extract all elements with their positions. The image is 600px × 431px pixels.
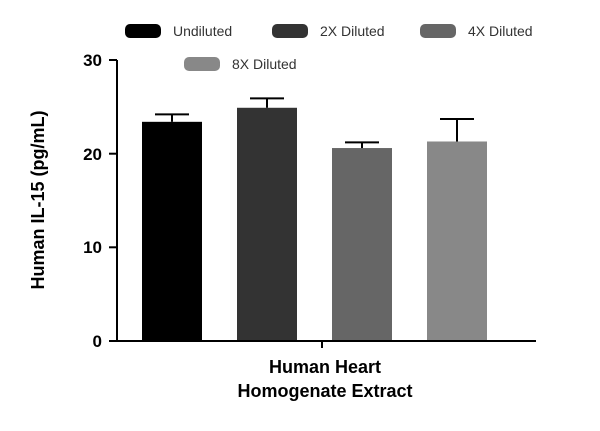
legend-item-2x-diluted: 2X Diluted: [272, 23, 385, 39]
y-axis-title: Human IL-15 (pg/mL): [28, 110, 48, 289]
legend-swatch-undiluted: [125, 24, 161, 38]
legend-item-undiluted: Undiluted: [125, 23, 232, 39]
bars: [142, 107, 487, 342]
x-axis: Human Heart Homogenate Extract: [116, 340, 536, 401]
legend: Undiluted 2X Diluted 4X Diluted 8X Dilut…: [125, 23, 533, 72]
legend-swatch-4x-diluted: [420, 24, 456, 38]
x-axis-title-line-1: Human Heart: [269, 357, 381, 377]
x-axis-title-line-2: Homogenate Extract: [237, 381, 412, 401]
y-tick-label-20: 20: [83, 145, 102, 164]
y-tick-label-30: 30: [83, 51, 102, 70]
bar-4x-diluted: [332, 148, 392, 341]
bar-2x-diluted: [237, 107, 297, 342]
legend-label-undiluted: Undiluted: [173, 23, 232, 39]
y-axis: 0 10 20 30 Human IL-15 (pg/mL): [28, 51, 118, 351]
legend-swatch-8x-diluted: [184, 57, 220, 71]
legend-item-4x-diluted: 4X Diluted: [420, 23, 533, 39]
legend-swatch-2x-diluted: [272, 24, 308, 38]
error-bars: [155, 97, 474, 149]
bar-undiluted: [142, 121, 202, 341]
bar-8x-diluted: [427, 141, 487, 341]
error-bar-8x-diluted: [440, 118, 474, 142]
error-bar-2x-diluted: [250, 97, 284, 108]
y-tick-label-10: 10: [83, 238, 102, 257]
y-ticks: 0 10 20 30: [83, 51, 117, 351]
y-tick-label-0: 0: [93, 332, 102, 351]
legend-label-4x-diluted: 4X Diluted: [468, 23, 533, 39]
legend-label-2x-diluted: 2X Diluted: [320, 23, 385, 39]
error-bar-undiluted: [155, 113, 189, 122]
legend-item-8x-diluted: 8X Diluted: [184, 56, 297, 72]
error-bar-4x-diluted: [345, 141, 379, 149]
legend-label-8x-diluted: 8X Diluted: [232, 56, 297, 72]
